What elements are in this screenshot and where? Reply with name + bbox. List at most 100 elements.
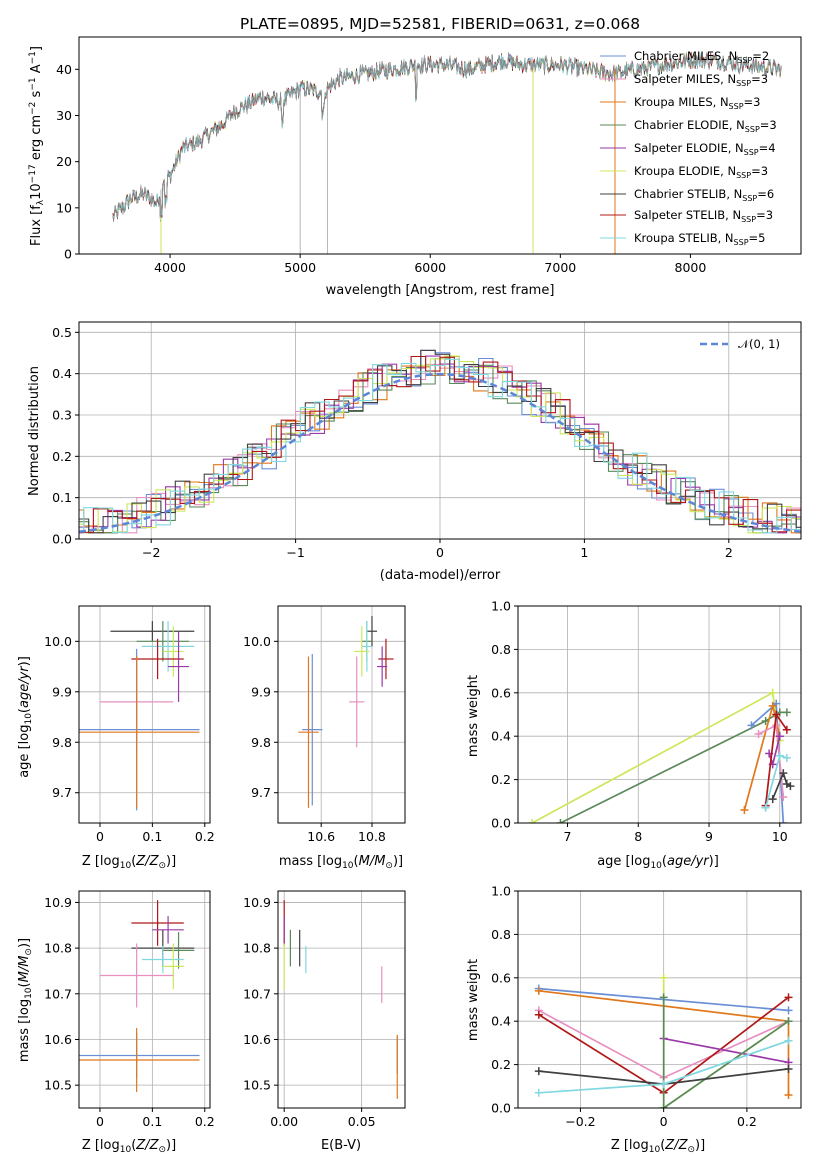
errorbar-point — [349, 656, 365, 748]
errorbar-point — [131, 638, 184, 680]
legend-entry: Chabrier STELIB, NSSP=6 — [600, 187, 774, 203]
x-tick-label: 1 — [580, 545, 588, 560]
panel-age-vs-metallicity: 0 0.1 0.2 9.7 9.8 9.9 10.0 — [44, 605, 215, 844]
x-tick-label: 10.8 — [358, 829, 386, 844]
residual-histogram — [79, 355, 801, 533]
y-tick-label: 10.0 — [44, 634, 72, 649]
svg-text:𝒩(0, 1): 𝒩(0, 1) — [738, 337, 780, 351]
panel-mass-weight-vs-metallicity: −0.2 0 0.2 0.0 0.2 0.4 0.6 0.8 1.0 — [491, 884, 802, 1129]
plus-marker — [772, 721, 781, 730]
x-tick-label: 10 — [772, 829, 788, 844]
axes-frame — [277, 890, 406, 1109]
mass-weight-line — [560, 711, 787, 823]
plus-marker — [779, 792, 788, 801]
y-tick-label: 9.7 — [251, 785, 271, 800]
errorbar-point — [99, 943, 174, 1008]
panel-residual-distribution: −2 −1 0 1 2 0.0 0.1 0.2 0.3 0.4 0.5 — [52, 321, 802, 560]
x-tick-label: 4000 — [154, 260, 186, 275]
y-tick-label: 0.4 — [52, 366, 72, 381]
legend-entry: Salpeter MILES, NSSP=3 — [600, 72, 768, 88]
y-tick-label: 0.4 — [491, 1014, 511, 1029]
y-tick-label: 1.0 — [491, 599, 511, 614]
errorbar-point — [131, 900, 184, 946]
axes-frame — [78, 890, 211, 1109]
plus-marker — [768, 795, 777, 804]
errorbar-point — [136, 621, 190, 662]
svg-text:Chabrier MILES, NSSP=2: Chabrier MILES, NSSP=2 — [634, 49, 769, 65]
y-tick-label: 20 — [56, 154, 72, 169]
plus-marker — [772, 710, 781, 719]
y-tick-label: 10.8 — [243, 941, 271, 956]
axes-frame — [277, 605, 406, 824]
residual-histogram — [79, 349, 801, 534]
y-tick-label: 10 — [56, 200, 72, 215]
mass-weight-line — [771, 770, 791, 800]
plus-marker — [556, 819, 565, 823]
axes-frame — [517, 605, 802, 824]
y-tick-label: 10.5 — [243, 1078, 271, 1093]
errorbar-point — [298, 656, 319, 808]
y-tick-label: 0.3 — [52, 408, 72, 423]
residual-ylabel: Normed distribution — [27, 366, 42, 496]
x-tick-label: 0 — [96, 829, 104, 844]
x-tick-label: 9 — [705, 829, 713, 844]
axes-frame — [517, 890, 802, 1109]
y-tick-label: 0 — [64, 247, 72, 262]
plus-marker — [768, 688, 777, 697]
plus-marker — [784, 1006, 793, 1015]
plot-area — [534, 973, 793, 1108]
y-tick-label: 0.8 — [491, 642, 511, 657]
panel-age-vs-mass: 10.6 10.8 9.7 9.8 9.9 10.0 — [243, 605, 406, 844]
errorbar-point — [162, 943, 184, 990]
errorbar-point — [354, 626, 370, 677]
residual-xlabel: (data-model)/error — [380, 568, 501, 583]
x-tick-label: 7000 — [544, 260, 576, 275]
legend-entry: Salpeter STELIB, NSSP=3 — [600, 208, 773, 224]
svg-text:Kroupa STELIB, NSSP=5: Kroupa STELIB, NSSP=5 — [634, 231, 765, 247]
y-tick-label: 0.0 — [491, 1101, 511, 1116]
y-tick-label: 10.0 — [243, 634, 271, 649]
plus-marker — [784, 1090, 793, 1099]
x-tick-label: 2 — [725, 545, 733, 560]
x-tick-label: 0.05 — [348, 1114, 376, 1129]
errorbar-point — [152, 916, 184, 944]
y-tick-label: 10.6 — [243, 1032, 271, 1047]
errorbar-point — [378, 638, 394, 680]
plot-area — [283, 900, 398, 1099]
axes-frame — [78, 321, 802, 540]
panel-mass-weight-vs-age: 7 8 9 10 0.0 0.2 0.4 0.6 0.8 1.0 — [491, 599, 802, 844]
svg-text:Salpeter ELODIE, NSSP=4: Salpeter ELODIE, NSSP=4 — [634, 141, 776, 157]
plus-marker — [659, 1104, 668, 1108]
x-tick-label: 0 — [96, 1114, 104, 1129]
legend-entry: Kroupa MILES, NSSP=3 — [600, 95, 760, 111]
spectrum-ylabel: Flux [fλ10−17 erg cm−2 s−1 A−1] — [28, 46, 46, 246]
spectrum-xlabel: wavelength [Angstrom, rest frame] — [326, 283, 555, 298]
residual-histogram — [79, 355, 801, 534]
y-tick-label: 9.9 — [52, 684, 72, 699]
y-tick-label: 0.0 — [52, 532, 72, 547]
y-tick-label: 0.2 — [52, 449, 72, 464]
errorbar-point — [141, 621, 195, 672]
x-tick-label: 0.1 — [142, 829, 162, 844]
y-tick-label: 9.8 — [52, 735, 72, 750]
mass-ylabel: mass [log10(M/M⊙)] — [17, 938, 34, 1062]
y-tick-label: 0.6 — [491, 970, 511, 985]
plus-marker — [784, 1017, 793, 1026]
plot-area — [79, 900, 200, 1093]
z-xlabel-3: Z [log10(Z/Z⊙)] — [611, 1138, 705, 1155]
plus-marker — [740, 805, 749, 814]
plus-marker — [784, 1036, 793, 1045]
spectrum-legend: Chabrier MILES, NSSP=2 Salpeter MILES, N… — [600, 49, 777, 247]
plus-marker — [534, 1010, 543, 1019]
normal-curve — [79, 372, 801, 534]
age-ylabel: age [log10(age/yr)] — [17, 656, 34, 778]
errorbar-point — [141, 945, 184, 974]
errorbar-point — [162, 932, 195, 969]
errorbar-point — [377, 646, 388, 687]
y-tick-label: 30 — [56, 108, 72, 123]
errorbar-point — [79, 1028, 200, 1093]
y-tick-label: 0.1 — [52, 490, 72, 505]
y-tick-label: 10.6 — [44, 1032, 72, 1047]
svg-text:Salpeter MILES, NSSP=3: Salpeter MILES, NSSP=3 — [634, 72, 768, 88]
